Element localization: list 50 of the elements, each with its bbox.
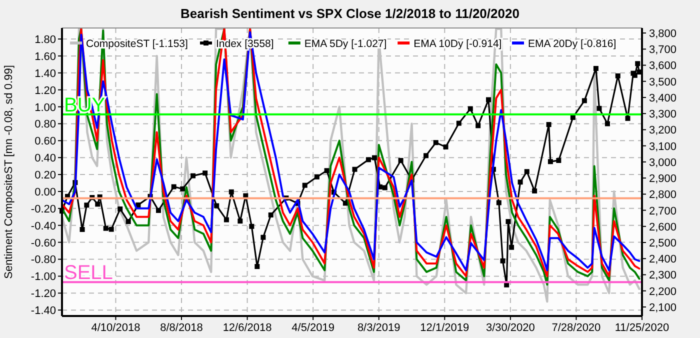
y2-tick-label: 2,900 xyxy=(649,173,677,186)
y-tick-label: -0.80 xyxy=(30,254,56,266)
y2-tick-label: 2,200 xyxy=(649,286,677,298)
y2-tick-label: 3,500 xyxy=(649,76,677,88)
y-tick-label: -0.20 xyxy=(30,203,56,216)
y-tick-label: 0.40 xyxy=(34,152,56,165)
y2-tick-label: 3,000 xyxy=(649,156,677,169)
y-tick-label: -1.00 xyxy=(30,271,56,284)
y-tick-label: -0.40 xyxy=(30,220,56,232)
y-tick-label: -1.20 xyxy=(30,288,56,300)
y2-tick-label: 3,300 xyxy=(649,108,677,121)
y-tick-label: 1.60 xyxy=(34,50,56,63)
y2-tick-label: 3,400 xyxy=(649,92,677,104)
x-tick-label: 12/6/2018 xyxy=(222,322,272,334)
y-tick-label: 0.00 xyxy=(34,186,56,198)
legend-label: EMA 5Dy [-1.027] xyxy=(304,38,387,50)
y-tick-label: -0.60 xyxy=(30,237,56,250)
y-axis-title: Sentiment CompositeST [mn -0.08, sd 0.99] xyxy=(3,65,15,279)
y2-tick-label: 3,600 xyxy=(649,60,677,72)
legend-label: EMA 10Dy [-0.914] xyxy=(414,38,502,50)
y-tick-label: 1.20 xyxy=(34,84,56,97)
x-tick-label: 12/1/2019 xyxy=(420,322,470,334)
y-tick-label: 0.60 xyxy=(34,136,56,148)
y-tick-label: 1.80 xyxy=(34,34,56,46)
y2-tick-label: 3,200 xyxy=(649,124,677,137)
x-tick-label: 3/30/2020 xyxy=(486,322,535,334)
x-tick-label: 11/25/2020 xyxy=(614,322,670,334)
y2-tick-label: 3,700 xyxy=(649,44,677,56)
x-tick-label: 8/8/2018 xyxy=(160,322,203,334)
y2-tick-label: 2,700 xyxy=(649,205,677,218)
x-tick-label: 4/5/2019 xyxy=(292,322,334,334)
y2-tick-label: 2,300 xyxy=(649,270,677,282)
y-tick-label: -1.40 xyxy=(30,305,56,318)
y-tick-label: 1.40 xyxy=(34,68,56,80)
y2-tick-label: 3,800 xyxy=(649,28,677,40)
x-tick-label: 4/10/2018 xyxy=(91,322,140,334)
x-tick-label: 7/28/2020 xyxy=(552,322,601,334)
y-tick-label: 1.00 xyxy=(34,102,56,114)
y2-tick-label: 2,800 xyxy=(649,189,677,202)
y2-tick-label: 2,500 xyxy=(649,238,677,250)
y-tick-label: 0.80 xyxy=(34,118,56,131)
y2-tick-label: 2,400 xyxy=(649,254,677,266)
y2-tick-label: 2,100 xyxy=(649,302,677,314)
y2-tick-label: 2,600 xyxy=(649,221,677,234)
y2-tick-label: 3,100 xyxy=(649,140,677,153)
ref-line-label: SELL xyxy=(64,262,113,284)
chart-title: Bearish Sentiment vs SPX Close 1/2/2018 to 11/20/2020 xyxy=(180,6,520,21)
y-tick-label: 0.20 xyxy=(34,170,56,182)
x-tick-label: 8/3/2019 xyxy=(357,322,400,334)
legend-label: EMA 20Dy [-0.816] xyxy=(528,38,616,50)
